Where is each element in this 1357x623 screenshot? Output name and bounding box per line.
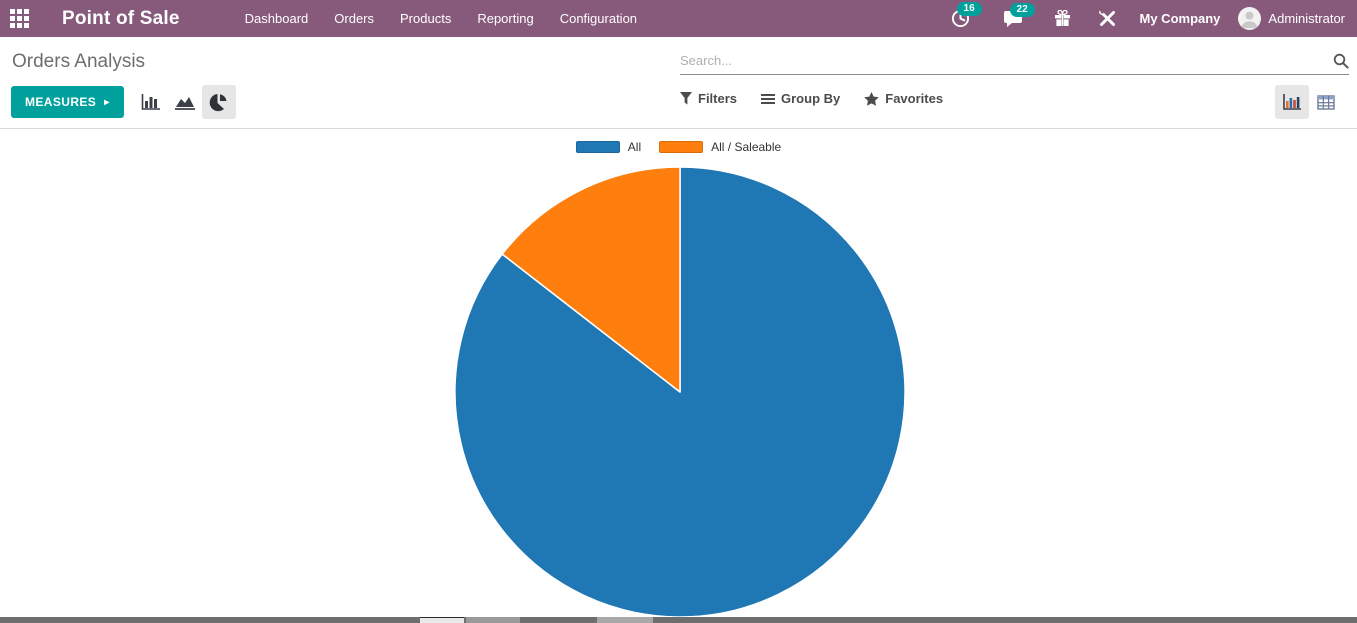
filter-funnel-icon [680,92,692,105]
top-navbar: Point of Sale Dashboard Orders Products … [0,0,1357,37]
search-bar [680,47,1349,75]
search-input[interactable] [680,53,1333,68]
group-by-button[interactable]: Group By [761,91,840,106]
control-panel: Orders Analysis MEASURES ▸ [0,37,1357,129]
user-silhouette-icon [1241,11,1259,29]
tools-button[interactable] [1089,10,1126,27]
chart-type-switcher [134,85,236,119]
user-menu[interactable]: Administrator [1238,7,1345,30]
legend-swatch [659,141,704,153]
graph-view-icon [1283,94,1301,110]
taskbar-segment [420,617,464,623]
filters-button[interactable]: Filters [680,91,737,106]
pie-chart[interactable] [450,162,910,622]
filters-label: Filters [698,91,738,106]
pie-chart-mode-button[interactable] [201,85,236,119]
chart-legend: All All / Saleable [0,140,1357,154]
group-by-label: Group By [781,91,841,106]
user-name: Administrator [1268,11,1345,26]
legend-item[interactable]: All [575,140,642,154]
main-menu: Dashboard Orders Products Reporting Conf… [232,1,650,36]
star-icon [864,91,880,106]
pie-chart-icon [209,93,227,111]
bar-chart-mode-button[interactable] [134,85,168,119]
menu-item-dashboard[interactable]: Dashboard [244,11,309,26]
search-icon[interactable] [1333,53,1349,69]
legend-label: All [627,140,642,154]
menu-item-configuration[interactable]: Configuration [559,11,638,26]
activities-badge: 16 [956,2,982,16]
search-options: Filters Group By Favorites [680,91,967,106]
view-switcher [1275,85,1343,119]
crossed-tools-icon [1098,10,1115,26]
caret-right-icon: ▸ [104,96,110,108]
gift-button[interactable] [1044,10,1081,27]
favorites-button[interactable]: Favorites [864,91,943,106]
systray: 16 22 [941,2,1357,30]
app-title: Point of Sale [62,7,180,29]
messages-button[interactable]: 22 [994,2,1035,28]
menu-item-reporting[interactable]: Reporting [477,11,534,26]
menu-item-orders[interactable]: Orders [334,11,375,26]
taskbar-segment [597,617,653,623]
apps-grid-icon [9,9,29,28]
legend-item[interactable]: All / Saleable [659,140,781,154]
pie-slice[interactable] [501,166,681,393]
group-by-bars-icon [761,93,776,104]
legend-label: All / Saleable [711,140,782,154]
apps-menu-button[interactable] [0,0,38,37]
gift-icon [1054,10,1070,26]
messages-badge: 22 [1009,2,1035,17]
pie-chart-container: All All / Saleable [0,130,1357,618]
measures-label: MEASURES [25,95,97,109]
taskbar-segment [466,617,520,623]
line-chart-mode-button[interactable] [168,85,202,119]
legend-swatch [575,141,620,153]
graph-controls: MEASURES ▸ [11,85,236,119]
pivot-table-icon [1317,94,1335,110]
graph-view-button[interactable] [1275,85,1309,119]
bar-chart-icon [141,94,160,110]
company-switcher[interactable]: My Company [1139,11,1221,26]
favorites-label: Favorites [885,91,944,106]
avatar [1238,7,1262,30]
menu-item-products[interactable]: Products [400,11,452,26]
activities-button[interactable]: 16 [941,2,982,28]
pivot-view-button[interactable] [1309,85,1343,119]
area-chart-icon [174,97,195,110]
page-title: Orders Analysis [12,51,146,72]
taskbar-sliver [0,617,1357,623]
measures-button[interactable]: MEASURES ▸ [11,86,124,118]
